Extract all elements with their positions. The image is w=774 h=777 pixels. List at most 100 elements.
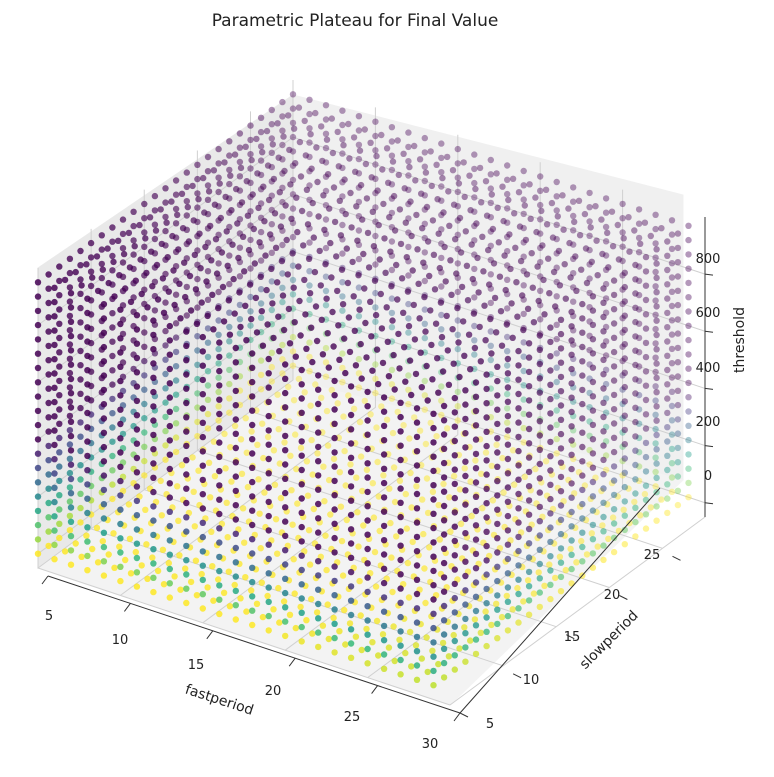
scatter-point [668,431,676,438]
scatter-point [236,173,244,180]
scatter-point [568,365,575,373]
scatter-point [306,296,313,303]
scatter-point [264,321,271,328]
scatter-point [674,487,682,494]
z-tick-mark [704,502,714,505]
scatter-point [342,210,349,218]
scatter-point [483,557,490,564]
scatter-point [298,466,305,474]
scatter-point [315,515,322,522]
scatter-point [350,405,358,412]
scatter-point [553,207,560,214]
scatter-point [141,457,148,465]
x-tick-label: 10 [112,633,129,648]
scatter-point [259,149,266,156]
scatter-point [297,332,304,339]
scatter-point [236,130,244,137]
scatter-point [576,232,584,239]
scatter-point [359,216,366,223]
scatter-point [45,385,52,392]
scatter-point [166,380,173,387]
scatter-point [282,518,289,525]
scatter-point [412,370,420,378]
scatter-point [440,602,448,610]
scatter-point [521,202,528,209]
scatter-point [183,371,190,378]
scatter-point [146,214,154,221]
scatter-point [642,482,650,489]
scatter-point [144,575,151,582]
scatter-point [515,189,523,196]
scatter-point [183,514,190,521]
scatter-point [600,413,607,421]
scatter-point [133,569,141,576]
scatter-point [674,459,682,466]
scatter-point [333,253,340,260]
scatter-point [547,524,554,531]
scatter-point [652,468,659,476]
scatter-point [183,571,190,578]
scatter-point [150,517,157,524]
scatter-point [547,338,554,346]
scatter-point [268,265,275,273]
scatter-point [615,527,623,535]
scatter-point [314,450,321,457]
scatter-point [504,376,511,383]
scatter-point [388,554,395,561]
scatter-point [451,637,458,645]
scatter-point [249,621,256,629]
scatter-point [652,240,659,247]
scatter-point [685,251,692,258]
scatter-point [84,324,91,331]
scatter-point [536,346,543,353]
scatter-point [331,534,338,542]
scatter-point [586,189,593,197]
scatter-point [513,279,520,286]
scatter-point [45,542,52,550]
scatter-point [232,373,239,380]
scatter-point [397,571,404,578]
scatter-point [150,346,157,353]
scatter-point [525,511,533,518]
scatter-point [279,284,286,291]
scatter-point [84,524,91,531]
scatter-point [454,288,461,296]
scatter-point [77,390,84,397]
scatter-point [183,312,190,319]
scatter-point [276,348,283,355]
scatter-point [536,575,543,582]
scatter-point [249,564,256,571]
scatter-point [525,583,533,590]
scatter-point [685,394,692,401]
scatter-point [296,297,303,305]
scatter-point [341,606,348,614]
scatter-point [282,475,289,482]
scatter-point [282,604,289,611]
scatter-point [344,279,352,287]
scatter-point [117,406,124,413]
scatter-point [589,507,597,514]
scatter-point [482,608,489,615]
scatter-point [406,163,413,171]
scatter-point [131,243,138,250]
scatter-point [359,487,366,495]
scatter-point [204,325,212,332]
scatter-point [547,438,554,446]
scatter-point [231,310,238,317]
scatter-point [245,246,253,254]
scatter-point [133,369,141,376]
scatter-point [276,460,283,467]
scatter-point [34,507,42,515]
scatter-point [232,602,239,609]
scatter-point [315,458,322,465]
scatter-point [158,240,165,248]
scatter-point [77,490,84,497]
scatter-point [331,392,338,399]
scatter-point [362,319,369,327]
scatter-point [141,215,148,222]
scatter-point [405,158,412,165]
scatter-point [151,221,159,228]
scatter-point [397,528,404,535]
scatter-point [487,299,494,307]
scatter-point [435,660,442,668]
